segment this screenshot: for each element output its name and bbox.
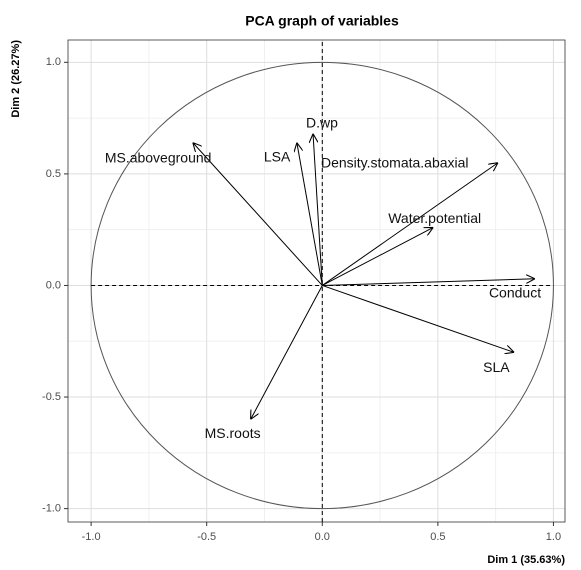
y-tick-label: -0.5	[42, 391, 61, 403]
variable-arrow	[321, 163, 498, 286]
variable-label: Conduct	[489, 284, 541, 300]
x-tick-label: 1.0	[546, 531, 561, 543]
y-tick-label: 0.0	[46, 279, 61, 291]
x-tick-label: -1.0	[82, 531, 101, 543]
variable-arrow	[297, 143, 323, 286]
chart-title: PCA graph of variables	[245, 13, 399, 29]
variable-label: SLA	[483, 359, 510, 375]
variable-label: Density.stomata.abaxial	[321, 154, 469, 170]
variable-arrow	[322, 227, 433, 286]
variable-arrow	[322, 279, 535, 286]
variable-arrow	[251, 285, 323, 419]
x-tick-label: 0.5	[430, 531, 445, 543]
variable-label: D.wp	[306, 114, 338, 130]
y-tick-label: 1.0	[46, 56, 61, 68]
variable-arrow	[322, 284, 514, 352]
variable-arrow	[193, 143, 323, 286]
variable-arrow	[313, 134, 323, 286]
variable-label: MS.aboveground	[105, 149, 212, 165]
panel	[68, 40, 565, 522]
x-tick-label: -0.5	[197, 531, 216, 543]
x-tick-label: 0.0	[315, 531, 330, 543]
variable-label: Water.potential	[388, 210, 481, 226]
panel-border	[67, 39, 566, 523]
y-axis-title: Dim 2 (26.27%)	[10, 40, 22, 118]
variable-label: LSA	[264, 148, 291, 164]
y-tick-label: -1.0	[42, 503, 61, 515]
x-axis-title: Dim 1 (35.63%)	[487, 554, 565, 566]
variable-label: MS.roots	[205, 425, 261, 441]
y-tick-label: 0.5	[46, 168, 61, 180]
